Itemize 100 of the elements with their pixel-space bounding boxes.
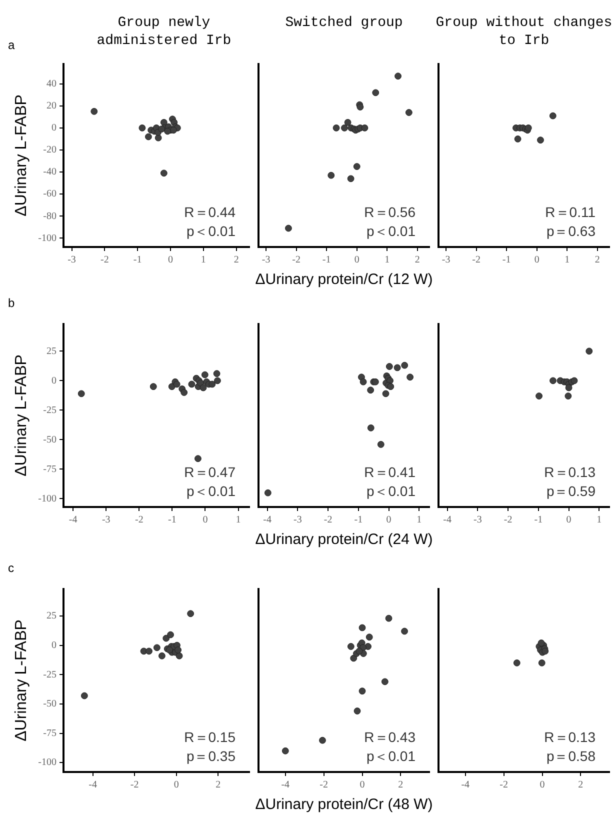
x-tick-label: -3 <box>294 514 302 526</box>
y-tick-label: -100 <box>38 757 57 768</box>
y-tick-label: 25 <box>46 346 57 357</box>
y-tick-label: 25 <box>46 610 57 622</box>
x-tick-label: 2 <box>398 780 404 791</box>
annotation: p＝0.58 <box>546 748 596 764</box>
x-tick-label: 2 <box>234 254 239 266</box>
y-tick-label: -50 <box>43 434 57 446</box>
point <box>332 124 340 132</box>
point <box>170 126 177 134</box>
point <box>341 124 348 132</box>
x-tick-label: -1 <box>322 254 331 266</box>
point <box>166 646 173 654</box>
x-tick-label: 0 <box>354 254 360 266</box>
point <box>550 377 556 384</box>
annotation: p＜0.01 <box>366 223 416 239</box>
point <box>406 374 414 381</box>
point <box>514 136 522 142</box>
point <box>350 654 358 662</box>
point <box>394 72 402 80</box>
point <box>173 380 180 388</box>
x-axis-title: ΔUrinary protein/Cr (24 W) <box>254 531 434 548</box>
y-axis-title: ΔUrinary L-FABP <box>13 94 30 216</box>
x-tick-label: 2 <box>216 780 221 791</box>
annotation: R＝0.56 <box>364 204 416 220</box>
point <box>564 392 572 400</box>
point <box>176 652 183 660</box>
point <box>358 624 366 632</box>
y-tick-label: 40 <box>46 78 57 90</box>
point <box>214 377 221 384</box>
x-axis-title: ΔUrinary protein/Cr (12 W) <box>254 271 434 288</box>
x-tick-label: 0 <box>202 514 208 526</box>
point <box>366 634 373 641</box>
point <box>367 424 374 432</box>
point <box>264 489 272 496</box>
point <box>549 112 556 120</box>
x-tick-label: -2 <box>135 514 144 526</box>
annotation: R＝0.13 <box>544 729 596 745</box>
point <box>401 362 408 369</box>
point <box>187 610 194 618</box>
point <box>285 224 292 232</box>
point <box>90 108 98 115</box>
point <box>138 124 146 132</box>
y-tick-label: 0 <box>52 122 57 134</box>
point <box>542 648 549 655</box>
point <box>282 747 289 754</box>
point <box>194 455 202 462</box>
point <box>319 736 326 744</box>
chart-title: Group without changes to Irb <box>434 14 612 50</box>
y-tick-label: -100 <box>38 232 57 244</box>
point <box>208 380 216 388</box>
x-tick-label: 0 <box>360 780 365 791</box>
y-tick-label: 0 <box>52 375 57 386</box>
point <box>160 170 168 177</box>
x-tick-label: -3 <box>262 254 270 266</box>
x-tick-label: -1 <box>502 254 511 266</box>
point <box>386 363 393 370</box>
point <box>387 383 394 390</box>
annotation: p＝0.59 <box>546 483 596 499</box>
point <box>354 708 361 714</box>
point <box>356 104 364 110</box>
x-tick-label: -4 <box>68 514 78 526</box>
annotation: p＜0.01 <box>186 483 236 499</box>
x-tick-label: -1 <box>354 514 363 526</box>
x-tick-label: -2 <box>504 514 512 526</box>
x-tick-label: 0 <box>540 780 545 791</box>
chart-title: Group newly administered Irb <box>96 14 232 50</box>
x-tick-label: -2 <box>100 254 109 266</box>
point <box>188 380 196 388</box>
x-tick-label: -2 <box>320 780 328 791</box>
point <box>180 389 188 396</box>
point <box>536 392 542 400</box>
text: c <box>8 561 14 575</box>
point <box>570 377 578 384</box>
x-tick-label: 1 <box>200 254 206 266</box>
y-tick-label: 20 <box>46 100 57 112</box>
annotation: R＝0.47 <box>184 464 236 480</box>
y-tick-label: -50 <box>43 698 57 710</box>
point <box>358 688 366 695</box>
point <box>565 384 572 392</box>
point <box>167 631 174 638</box>
x-tick-label: 2 <box>414 254 420 266</box>
point <box>360 378 367 386</box>
point <box>361 124 368 132</box>
x-tick-label: -3 <box>442 254 450 266</box>
y-axis-title: ΔUrinary L-FABP <box>13 620 30 742</box>
y-tick-label: -20 <box>43 144 57 156</box>
x-tick-label: 1 <box>236 514 241 526</box>
point <box>401 628 408 635</box>
x-tick-label: -4 <box>461 780 470 791</box>
point <box>381 678 388 686</box>
y-tick-label: -75 <box>43 464 57 475</box>
x-tick-label: 0 <box>566 514 572 526</box>
x-tick-label: -4 <box>281 780 290 791</box>
annotation: R＝0.11 <box>545 204 596 220</box>
y-tick-label: -40 <box>43 166 57 178</box>
point <box>538 659 546 666</box>
point <box>146 648 152 655</box>
point <box>164 128 171 135</box>
point <box>538 640 545 646</box>
